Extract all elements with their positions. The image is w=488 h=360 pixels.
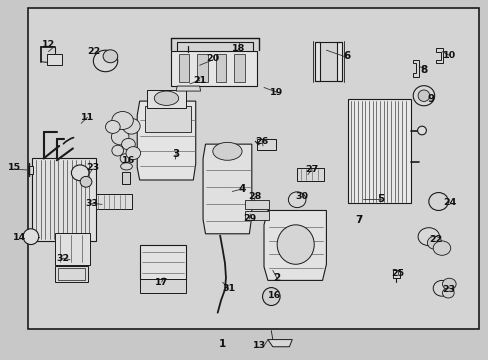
Bar xyxy=(315,42,320,81)
Polygon shape xyxy=(203,144,251,234)
Ellipse shape xyxy=(93,50,118,72)
Bar xyxy=(96,194,132,210)
Bar xyxy=(336,42,341,81)
Bar xyxy=(27,8,478,329)
Bar xyxy=(171,51,256,86)
Ellipse shape xyxy=(105,121,120,134)
Text: 5: 5 xyxy=(377,194,384,204)
Text: 16: 16 xyxy=(122,156,135,165)
Bar xyxy=(147,90,185,108)
Ellipse shape xyxy=(442,278,455,290)
Text: 16: 16 xyxy=(267,291,281,300)
Ellipse shape xyxy=(154,91,178,105)
Ellipse shape xyxy=(111,129,129,145)
Text: 6: 6 xyxy=(343,51,350,61)
Ellipse shape xyxy=(126,147,141,159)
Text: 33: 33 xyxy=(86,199,99,208)
Ellipse shape xyxy=(80,176,92,187)
Text: 30: 30 xyxy=(295,192,308,201)
Ellipse shape xyxy=(417,126,426,135)
Bar xyxy=(245,211,268,220)
Text: 29: 29 xyxy=(242,214,256,223)
Polygon shape xyxy=(27,166,33,174)
Ellipse shape xyxy=(212,142,242,160)
Text: 11: 11 xyxy=(81,113,94,122)
Ellipse shape xyxy=(122,138,135,150)
Ellipse shape xyxy=(428,193,447,211)
Ellipse shape xyxy=(23,229,39,244)
Ellipse shape xyxy=(432,280,450,296)
Text: 21: 21 xyxy=(193,76,206,85)
Text: 28: 28 xyxy=(248,192,262,201)
Text: 18: 18 xyxy=(231,44,245,53)
Ellipse shape xyxy=(121,163,132,170)
Text: 9: 9 xyxy=(427,94,433,104)
Ellipse shape xyxy=(427,236,441,249)
Bar xyxy=(58,268,85,280)
Bar xyxy=(32,158,96,241)
Text: 20: 20 xyxy=(206,54,219,63)
Bar xyxy=(47,54,61,65)
Bar xyxy=(197,54,207,82)
Ellipse shape xyxy=(432,241,450,255)
Bar xyxy=(122,172,130,184)
Bar xyxy=(140,244,185,280)
Bar xyxy=(140,279,185,293)
Bar xyxy=(215,54,226,82)
Ellipse shape xyxy=(112,112,133,130)
Text: 1: 1 xyxy=(219,339,226,349)
Text: 15: 15 xyxy=(8,163,21,172)
Text: 4: 4 xyxy=(238,184,245,194)
Bar xyxy=(178,54,189,82)
Text: 26: 26 xyxy=(255,137,268,146)
Text: 23: 23 xyxy=(442,285,455,294)
Ellipse shape xyxy=(442,288,453,298)
Polygon shape xyxy=(137,101,195,180)
Text: 24: 24 xyxy=(443,198,456,207)
Ellipse shape xyxy=(277,225,314,264)
Bar xyxy=(256,139,276,149)
Text: 12: 12 xyxy=(42,40,55,49)
Ellipse shape xyxy=(288,192,305,208)
Bar xyxy=(347,99,410,203)
Text: 31: 31 xyxy=(222,284,235,293)
Polygon shape xyxy=(264,211,326,280)
Bar xyxy=(297,168,324,181)
Polygon shape xyxy=(412,60,418,77)
Text: 10: 10 xyxy=(442,51,455,60)
Ellipse shape xyxy=(417,228,439,246)
Text: 22: 22 xyxy=(428,235,441,244)
Text: 27: 27 xyxy=(305,165,318,174)
Text: 25: 25 xyxy=(391,269,404,278)
Text: 17: 17 xyxy=(155,278,168,287)
Bar xyxy=(144,107,190,132)
Ellipse shape xyxy=(120,154,130,163)
Ellipse shape xyxy=(103,50,118,63)
Text: 23: 23 xyxy=(85,163,99,172)
Ellipse shape xyxy=(112,145,123,156)
Bar xyxy=(55,266,88,282)
Text: 32: 32 xyxy=(57,254,69,263)
Bar xyxy=(245,201,268,210)
Ellipse shape xyxy=(262,288,280,306)
Text: 8: 8 xyxy=(420,64,427,75)
Polygon shape xyxy=(176,86,200,91)
Text: 3: 3 xyxy=(172,149,180,159)
Text: 14: 14 xyxy=(13,233,26,242)
Text: 13: 13 xyxy=(252,341,265,350)
Bar xyxy=(234,54,244,82)
Polygon shape xyxy=(435,48,443,63)
Ellipse shape xyxy=(417,90,429,102)
Text: 22: 22 xyxy=(87,47,101,56)
Text: 2: 2 xyxy=(272,273,280,283)
Ellipse shape xyxy=(122,118,140,134)
Ellipse shape xyxy=(412,86,434,106)
Text: 19: 19 xyxy=(269,87,283,96)
Text: 7: 7 xyxy=(355,215,362,225)
Polygon shape xyxy=(267,339,292,347)
Bar xyxy=(55,233,90,265)
Polygon shape xyxy=(392,270,399,278)
Ellipse shape xyxy=(71,165,89,181)
